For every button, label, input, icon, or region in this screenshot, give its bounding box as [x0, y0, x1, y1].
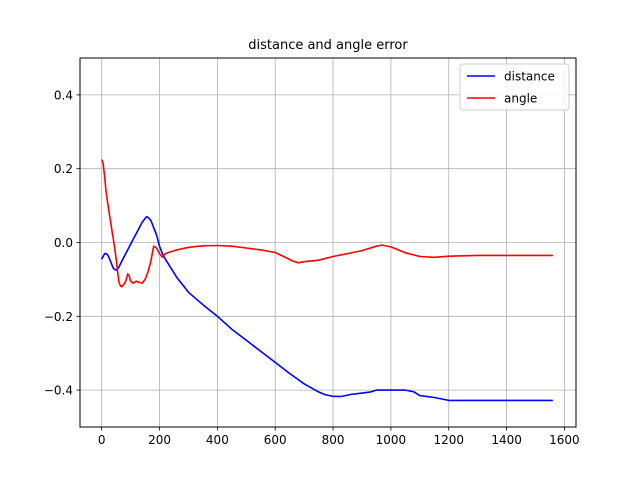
x-tick-label: 1000	[376, 433, 407, 447]
y-tick-label: 0.4	[54, 88, 73, 102]
y-tick-label: −0.4	[44, 384, 73, 398]
series-line-angle	[100, 159, 553, 288]
x-tick-label: 1200	[433, 433, 464, 447]
chart-title: distance and angle error	[248, 38, 408, 53]
series-line-distance	[100, 215, 553, 402]
y-tick-label: 0.2	[54, 162, 73, 176]
legend: distance angle	[459, 63, 570, 111]
x-tick-label: 1600	[549, 433, 580, 447]
legend-label-distance: distance	[504, 70, 555, 84]
grid-lines	[80, 58, 576, 427]
x-tick-label: 200	[148, 433, 171, 447]
x-tick-label: 800	[322, 433, 345, 447]
legend-label-angle: angle	[504, 92, 537, 106]
y-tick-label: −0.2	[44, 310, 73, 324]
x-tick-label: 400	[206, 433, 229, 447]
y-tick-label: 0.0	[54, 236, 73, 250]
x-tick-label: 0	[98, 433, 106, 447]
x-tick-label: 1400	[491, 433, 522, 447]
y-axis: −0.4 −0.2 0.0 0.2 0.4	[44, 88, 80, 398]
x-tick-label: 600	[264, 433, 287, 447]
x-axis: 0 200 400 600 800 1000 1200 1400 1600	[98, 427, 580, 447]
series-layer	[100, 159, 553, 402]
